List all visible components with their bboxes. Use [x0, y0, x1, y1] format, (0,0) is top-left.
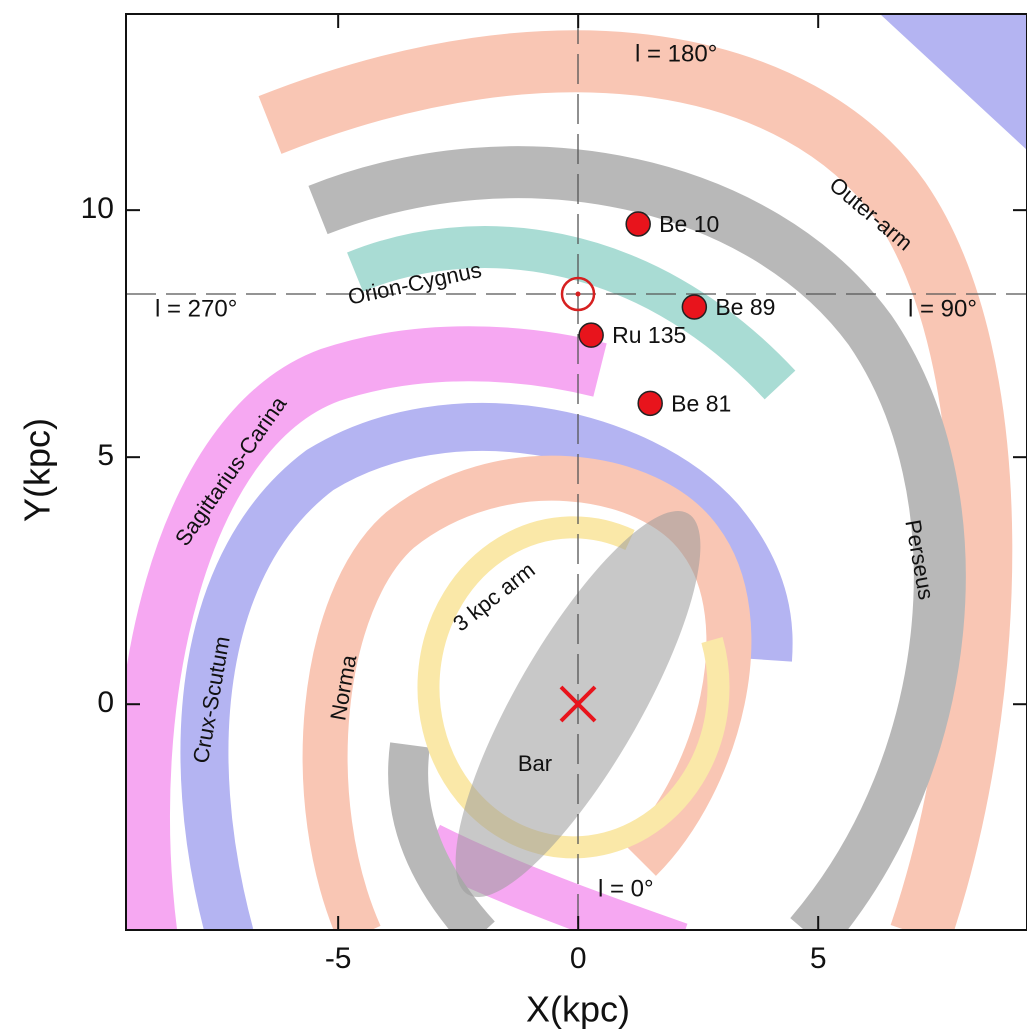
y-tick-label: 10 — [81, 192, 114, 225]
cluster-point — [626, 212, 650, 236]
far-arm — [880, 14, 1027, 150]
annotation: Bar — [518, 751, 552, 776]
point-label: Be 81 — [671, 390, 731, 416]
spiral-arms — [143, 14, 1027, 945]
x-tick-label: 0 — [570, 942, 587, 975]
cluster-point — [638, 391, 662, 415]
x-tick-label: 5 — [810, 942, 827, 975]
y-axis-label: Y(kpc) — [17, 418, 58, 522]
annotation: l = 0° — [598, 875, 654, 902]
sun-dot — [576, 292, 581, 297]
chart: l = 180° l = 270° l = 90° l = 0° Outer-a… — [0, 0, 1027, 1034]
point-label: Be 10 — [659, 211, 719, 237]
x-axis-label: X(kpc) — [526, 989, 630, 1030]
annotation: l = 270° — [155, 295, 237, 322]
x-tick-label: -5 — [325, 942, 352, 975]
point-label: Be 89 — [715, 294, 775, 320]
annotation: l = 90° — [908, 295, 977, 322]
y-tick-label: 5 — [97, 439, 114, 472]
annotation: l = 180° — [635, 40, 717, 67]
point-label: Ru 135 — [612, 322, 686, 348]
cluster-point — [579, 323, 603, 347]
y-tick-label: 0 — [97, 686, 114, 719]
cluster-point — [682, 295, 706, 319]
